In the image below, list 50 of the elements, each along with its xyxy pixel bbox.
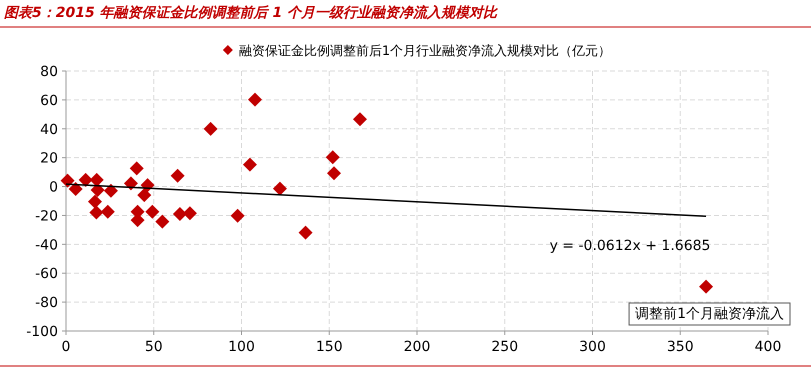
- point: [100, 204, 115, 219]
- annotation: 调整前1个月融资净流入: [635, 306, 784, 322]
- chart-title: 图表5：2015 年融资保证金比例调整前后 1 个月一级行业融资净流入规模对比: [4, 4, 500, 21]
- y-tick-label: -20: [35, 208, 58, 224]
- x-tick-label: 300: [579, 339, 606, 355]
- y-tick-label: 0: [49, 180, 58, 196]
- annotation: y = -0.0612x + 1.6685: [550, 238, 710, 254]
- point: [326, 150, 340, 164]
- x-tick-label: 150: [316, 339, 343, 355]
- y-tick-label: -40: [35, 237, 58, 254]
- point: [137, 188, 152, 202]
- y-tick-label: 80: [40, 64, 58, 80]
- point: [352, 112, 367, 126]
- point: [272, 182, 287, 196]
- point: [242, 158, 257, 172]
- point: [60, 174, 75, 188]
- x-tick-label: 50: [144, 339, 163, 355]
- point: [124, 176, 138, 190]
- y-tick-label: 60: [40, 92, 58, 109]
- point: [182, 206, 197, 220]
- point: [145, 204, 160, 219]
- point: [298, 226, 313, 240]
- x-tick-label: 400: [754, 339, 782, 355]
- x-tick-label: 0: [62, 339, 70, 355]
- x-tick-label: 250: [491, 339, 518, 355]
- y-tick-label: -80: [35, 295, 58, 312]
- x-tick-label: 200: [404, 339, 430, 355]
- y-tick-label: 20: [40, 150, 58, 167]
- point: [155, 214, 170, 229]
- y-tick-label: 40: [40, 122, 58, 138]
- point: [88, 194, 102, 209]
- point: [172, 207, 187, 221]
- y-tick-label: -100: [26, 324, 58, 340]
- point: [90, 172, 104, 187]
- point: [90, 183, 105, 198]
- point: [104, 184, 118, 198]
- point: [699, 280, 714, 294]
- point: [204, 122, 218, 136]
- point: [230, 208, 245, 223]
- x-tick-label: 350: [666, 339, 694, 355]
- y-tick-label: -60: [35, 266, 58, 282]
- point: [89, 206, 104, 220]
- x-tick-label: 100: [228, 339, 255, 355]
- point: [130, 161, 144, 176]
- point: [248, 92, 262, 107]
- point: [78, 172, 93, 187]
- point: [326, 166, 341, 180]
- point: [68, 182, 83, 196]
- legend-label: 融资保证金比例调整前后1个月行业融资净流入规模对比（亿元）: [238, 43, 612, 59]
- point: [170, 168, 185, 183]
